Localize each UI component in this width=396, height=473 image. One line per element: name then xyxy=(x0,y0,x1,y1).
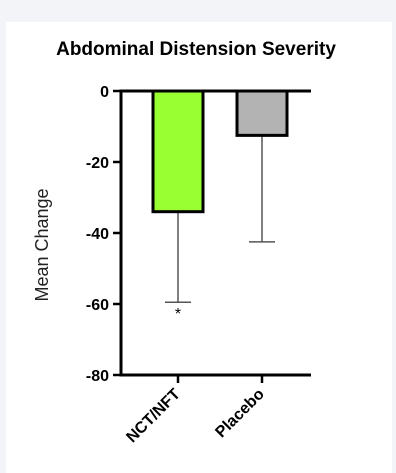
x-tick-label: NCT/NFT xyxy=(123,386,184,447)
y-tick-label: -40 xyxy=(86,226,109,243)
bar-chart: Abdominal Distension Severity * 0 -20 -40 -6… xyxy=(32,39,336,446)
significance-marker: * xyxy=(175,306,181,323)
bar-nct-nft xyxy=(151,89,205,214)
chart-title: Abdominal Distension Severity xyxy=(56,39,336,60)
y-tick-label: 0 xyxy=(100,84,109,101)
y-tick-label: -60 xyxy=(86,297,109,314)
x-tick-label: Placebo xyxy=(212,386,268,442)
bar-placebo xyxy=(235,89,289,137)
plot-area: * 0 -20 -40 -60 -80 NCT/NFT Placebo Mean Change xyxy=(32,84,311,446)
y-axis-title: Mean Change xyxy=(32,188,52,301)
y-tick-label: -80 xyxy=(86,368,109,385)
y-tick-label: -20 xyxy=(86,155,109,172)
chart-panel: Abdominal Distension Severity * 0 -20 -40 -6… xyxy=(6,22,392,473)
